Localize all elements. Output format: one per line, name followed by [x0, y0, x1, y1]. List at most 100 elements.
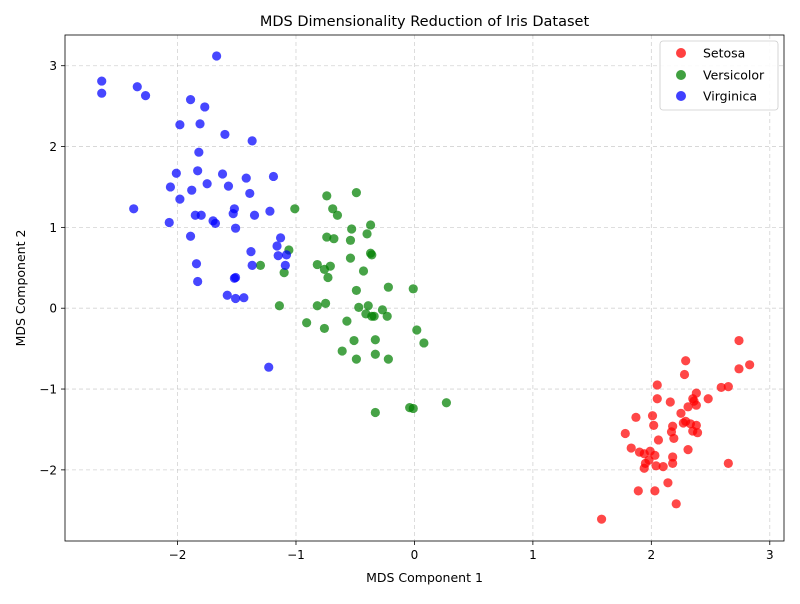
point-versicolor — [367, 250, 377, 260]
point-virginica — [217, 169, 228, 179]
x-tick-label: 3 — [766, 548, 774, 562]
point-setosa — [679, 369, 690, 380]
legend-label-virginica: Virginica — [703, 89, 757, 104]
legend-marker-versicolor — [676, 70, 686, 80]
point-setosa — [683, 402, 693, 412]
data-points — [97, 51, 755, 524]
y-tick-label: −2 — [39, 463, 57, 477]
y-axis-label: MDS Component 2 — [13, 230, 28, 347]
legend: Setosa Versicolor Virginica — [659, 40, 779, 111]
point-versicolor — [342, 316, 352, 326]
point-virginica — [265, 206, 275, 216]
point-virginica — [193, 276, 203, 287]
point-setosa — [723, 382, 733, 392]
point-versicolor — [408, 284, 418, 294]
point-virginica — [281, 250, 292, 260]
point-versicolor — [358, 266, 369, 276]
point-virginica — [187, 185, 197, 195]
point-setosa — [689, 396, 699, 406]
point-virginica — [273, 251, 283, 261]
point-versicolor — [274, 301, 284, 311]
point-virginica — [165, 182, 176, 192]
point-setosa — [650, 486, 660, 496]
point-virginica — [210, 218, 221, 228]
legend-marker-setosa — [676, 48, 686, 58]
point-virginica — [230, 293, 241, 304]
point-virginica — [200, 102, 210, 112]
point-setosa — [665, 397, 675, 407]
point-setosa — [620, 428, 630, 439]
point-versicolor — [419, 338, 429, 348]
point-versicolor — [320, 298, 331, 308]
point-versicolor — [354, 302, 364, 312]
point-setosa — [644, 455, 654, 465]
point-virginica — [212, 51, 222, 61]
legend-label-versicolor: Versicolor — [703, 68, 765, 83]
point-versicolor — [370, 407, 380, 418]
point-virginica — [175, 194, 185, 204]
point-virginica — [223, 181, 234, 191]
point-setosa — [681, 356, 691, 366]
point-virginica — [195, 119, 205, 129]
y-tick-label: 0 — [49, 302, 57, 316]
point-virginica — [164, 217, 174, 228]
point-setosa — [633, 486, 643, 496]
x-tick-label: 2 — [648, 548, 656, 562]
point-setosa — [668, 452, 678, 462]
point-virginica — [239, 293, 249, 303]
point-versicolor — [255, 260, 266, 270]
point-setosa — [671, 499, 681, 509]
point-virginica — [220, 129, 230, 140]
point-setosa — [596, 514, 607, 524]
point-setosa — [734, 335, 744, 346]
point-versicolor — [312, 301, 322, 311]
point-setosa — [647, 411, 658, 421]
point-virginica — [230, 272, 241, 283]
point-virginica — [264, 362, 274, 372]
point-versicolor — [345, 253, 356, 263]
point-virginica — [191, 259, 202, 269]
point-setosa — [653, 435, 664, 445]
point-versicolor — [290, 204, 300, 214]
legend-label-setosa: Setosa — [703, 46, 745, 61]
y-tick-label: 3 — [49, 59, 57, 73]
point-versicolor — [370, 349, 380, 359]
y-tick-label: 1 — [49, 221, 57, 235]
point-versicolor — [366, 220, 376, 230]
x-tick-label: 1 — [529, 548, 537, 562]
point-versicolor — [345, 235, 356, 245]
point-versicolor — [319, 323, 330, 334]
point-versicolor — [383, 282, 393, 292]
point-virginica — [268, 171, 279, 182]
point-versicolor — [362, 229, 372, 239]
point-versicolor — [302, 318, 312, 328]
point-versicolor — [329, 234, 339, 244]
point-setosa — [668, 458, 678, 468]
point-setosa — [683, 445, 693, 455]
x-axis-label: MDS Component 1 — [366, 570, 483, 585]
point-virginica — [171, 168, 181, 178]
point-setosa — [631, 412, 641, 422]
chart-title: MDS Dimensionality Reduction of Iris Dat… — [260, 14, 590, 30]
point-virginica — [129, 204, 139, 214]
legend-marker-virginica — [676, 91, 686, 101]
point-versicolor — [349, 335, 359, 346]
y-tick-label: 2 — [49, 140, 57, 154]
point-versicolor — [347, 224, 357, 234]
point-versicolor — [369, 311, 379, 321]
legend-box — [659, 40, 779, 111]
point-versicolor — [377, 305, 388, 315]
point-setosa — [652, 394, 662, 404]
point-versicolor — [279, 268, 289, 278]
point-setosa — [669, 433, 679, 443]
point-virginica — [202, 179, 212, 189]
point-versicolor — [322, 191, 332, 201]
point-setosa — [658, 462, 668, 472]
point-setosa — [649, 420, 659, 431]
point-virginica — [280, 260, 290, 270]
point-setosa — [734, 364, 744, 374]
y-tick-label: −1 — [39, 383, 57, 397]
point-setosa — [652, 380, 662, 390]
point-virginica — [193, 166, 203, 176]
